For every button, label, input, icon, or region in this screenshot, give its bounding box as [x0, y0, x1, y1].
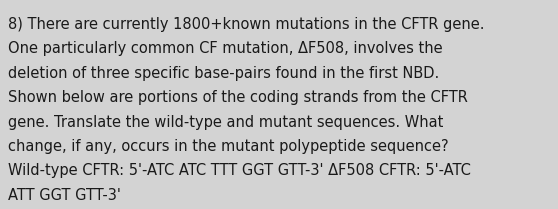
Text: deletion of three specific base-pairs found in the first NBD.: deletion of three specific base-pairs fo… [8, 66, 440, 81]
Text: change, if any, occurs in the mutant polypeptide sequence?: change, if any, occurs in the mutant pol… [8, 139, 449, 154]
Text: One particularly common CF mutation, ΔF508, involves the: One particularly common CF mutation, ΔF5… [8, 41, 443, 56]
Text: Shown below are portions of the coding strands from the CFTR: Shown below are portions of the coding s… [8, 90, 468, 105]
Text: Wild-type CFTR: 5'-ATC ATC TTT GGT GTT-3' ΔF508 CFTR: 5'-ATC: Wild-type CFTR: 5'-ATC ATC TTT GGT GTT-3… [8, 163, 472, 178]
Text: 8) There are currently 1800+known mutations in the CFTR gene.: 8) There are currently 1800+known mutati… [8, 17, 485, 32]
Text: ATT GGT GTT-3': ATT GGT GTT-3' [8, 188, 121, 203]
Text: gene. Translate the wild-type and mutant sequences. What: gene. Translate the wild-type and mutant… [8, 115, 444, 130]
